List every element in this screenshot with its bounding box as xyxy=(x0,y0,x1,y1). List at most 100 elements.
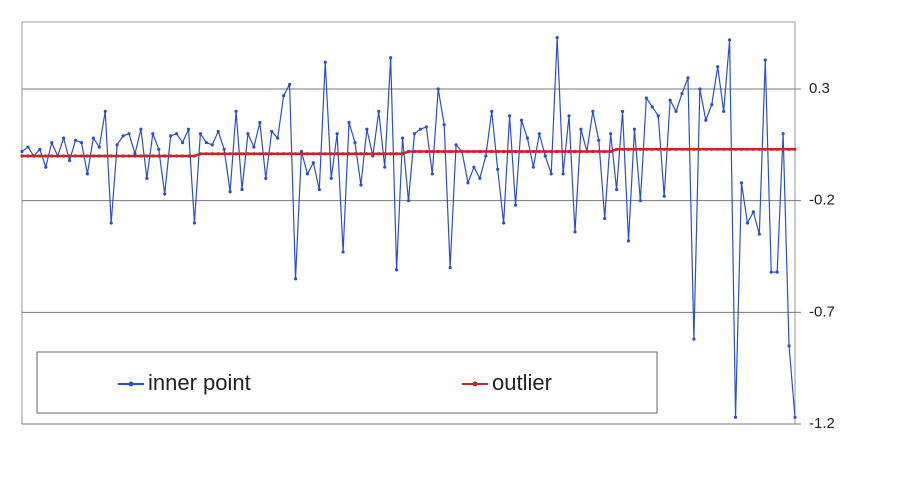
point-marker xyxy=(543,149,547,154)
point-marker xyxy=(644,96,648,100)
point-marker xyxy=(424,149,428,154)
point-marker xyxy=(537,132,541,136)
point-marker xyxy=(751,147,755,151)
point-marker xyxy=(38,154,42,158)
point-marker xyxy=(73,154,78,158)
point-marker xyxy=(478,176,482,180)
point-marker xyxy=(198,132,202,136)
point-marker xyxy=(454,149,458,154)
point-marker xyxy=(26,154,30,158)
point-marker xyxy=(145,176,149,180)
point-marker xyxy=(180,141,185,145)
point-marker xyxy=(169,154,173,158)
point-marker xyxy=(115,143,119,147)
legend-label: inner point xyxy=(148,370,251,395)
point-marker xyxy=(680,147,684,151)
point-marker xyxy=(686,147,690,151)
point-marker xyxy=(579,149,583,154)
point-marker xyxy=(787,344,791,348)
point-marker xyxy=(698,87,702,91)
point-marker xyxy=(371,154,375,158)
point-marker xyxy=(264,152,268,156)
point-marker xyxy=(121,154,125,158)
point-marker xyxy=(127,132,131,136)
point-marker xyxy=(472,165,476,169)
point-marker xyxy=(157,147,161,151)
point-marker xyxy=(109,221,113,225)
point-marker xyxy=(543,154,547,158)
point-marker xyxy=(620,109,625,113)
point-marker xyxy=(228,190,232,194)
point-marker xyxy=(299,149,304,154)
point-marker xyxy=(353,152,357,156)
point-marker xyxy=(430,149,434,154)
point-marker xyxy=(287,152,292,156)
legend-marker xyxy=(472,381,478,387)
point-marker xyxy=(365,127,369,131)
point-marker xyxy=(704,147,708,151)
point-marker xyxy=(603,149,607,154)
point-marker xyxy=(585,149,589,154)
y-tick-label: -0.7 xyxy=(809,303,835,320)
point-marker xyxy=(722,109,726,113)
point-marker xyxy=(739,147,744,151)
point-marker xyxy=(716,65,720,69)
point-marker xyxy=(430,172,434,176)
point-marker xyxy=(282,94,286,98)
point-marker xyxy=(186,127,191,131)
point-marker xyxy=(216,129,220,134)
point-marker xyxy=(406,199,411,203)
point-marker xyxy=(222,152,226,156)
point-marker xyxy=(781,132,785,136)
point-marker xyxy=(424,125,428,129)
point-marker xyxy=(97,154,101,158)
point-marker xyxy=(775,270,779,274)
point-marker xyxy=(484,154,488,158)
point-marker xyxy=(258,152,262,156)
point-marker xyxy=(632,147,637,151)
point-marker xyxy=(650,147,654,151)
point-marker xyxy=(311,152,315,156)
point-marker xyxy=(341,250,345,254)
point-marker xyxy=(591,149,595,154)
point-marker xyxy=(448,149,452,154)
point-marker xyxy=(180,154,185,158)
point-marker xyxy=(507,149,512,154)
point-marker xyxy=(567,114,571,118)
point-marker xyxy=(727,38,732,42)
point-marker xyxy=(151,154,155,158)
point-marker xyxy=(561,149,565,154)
point-marker xyxy=(270,129,274,134)
point-marker xyxy=(335,152,339,156)
point-marker xyxy=(769,147,773,151)
point-marker xyxy=(680,91,684,96)
point-marker xyxy=(151,132,155,136)
point-marker xyxy=(692,147,696,151)
point-marker xyxy=(67,158,72,163)
point-marker xyxy=(305,152,310,156)
point-marker xyxy=(317,152,321,156)
point-marker xyxy=(192,154,197,158)
point-marker xyxy=(490,109,494,113)
point-marker xyxy=(745,147,750,151)
point-marker xyxy=(395,152,399,156)
point-marker xyxy=(186,154,191,158)
point-marker xyxy=(686,76,690,80)
point-marker xyxy=(620,147,625,151)
y-tick-label: 0.3 xyxy=(809,80,830,97)
point-marker xyxy=(597,149,601,154)
point-marker xyxy=(38,147,42,151)
point-marker xyxy=(91,154,95,158)
point-marker xyxy=(727,147,732,151)
point-marker xyxy=(293,152,298,156)
point-marker xyxy=(311,161,315,165)
point-marker xyxy=(406,149,411,154)
point-marker xyxy=(210,143,214,147)
point-marker xyxy=(246,152,250,156)
point-marker xyxy=(763,58,767,62)
point-marker xyxy=(763,147,767,151)
point-marker xyxy=(698,147,702,151)
point-marker xyxy=(555,149,559,154)
point-marker xyxy=(603,216,607,221)
